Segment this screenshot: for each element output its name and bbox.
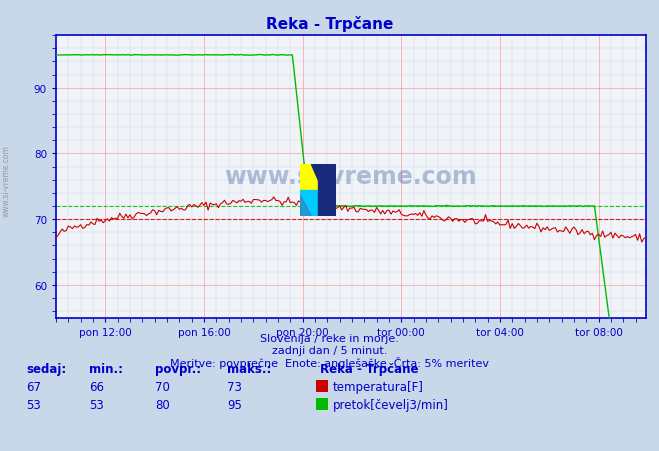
Text: 80: 80	[155, 398, 169, 411]
Text: Meritve: povprečne  Enote: anglešaške  Črta: 5% meritev: Meritve: povprečne Enote: anglešaške Črt…	[170, 356, 489, 368]
Text: povpr.:: povpr.:	[155, 362, 201, 375]
Text: www.si-vreme.com: www.si-vreme.com	[2, 144, 11, 216]
Bar	[318, 165, 336, 216]
Text: 66: 66	[89, 380, 104, 393]
Bar	[300, 190, 318, 216]
Text: 67: 67	[26, 380, 42, 393]
Text: Reka - Trpčane: Reka - Trpčane	[266, 16, 393, 32]
Text: 73: 73	[227, 380, 243, 393]
Text: www.si-vreme.com: www.si-vreme.com	[225, 165, 477, 189]
Text: 95: 95	[227, 398, 243, 411]
Text: pretok[čevelj3/min]: pretok[čevelj3/min]	[333, 398, 449, 411]
Polygon shape	[311, 165, 318, 180]
Text: sedaj:: sedaj:	[26, 362, 67, 375]
Text: Reka - Trpčane: Reka - Trpčane	[320, 362, 418, 375]
Text: 53: 53	[26, 398, 41, 411]
Text: temperatura[F]: temperatura[F]	[333, 380, 424, 393]
Text: maks.:: maks.:	[227, 362, 272, 375]
Text: zadnji dan / 5 minut.: zadnji dan / 5 minut.	[272, 345, 387, 355]
Polygon shape	[300, 196, 311, 216]
Text: 53: 53	[89, 398, 103, 411]
Bar	[300, 165, 318, 190]
Text: Slovenija / reke in morje.: Slovenija / reke in morje.	[260, 334, 399, 344]
Text: 70: 70	[155, 380, 170, 393]
Text: min.:: min.:	[89, 362, 123, 375]
